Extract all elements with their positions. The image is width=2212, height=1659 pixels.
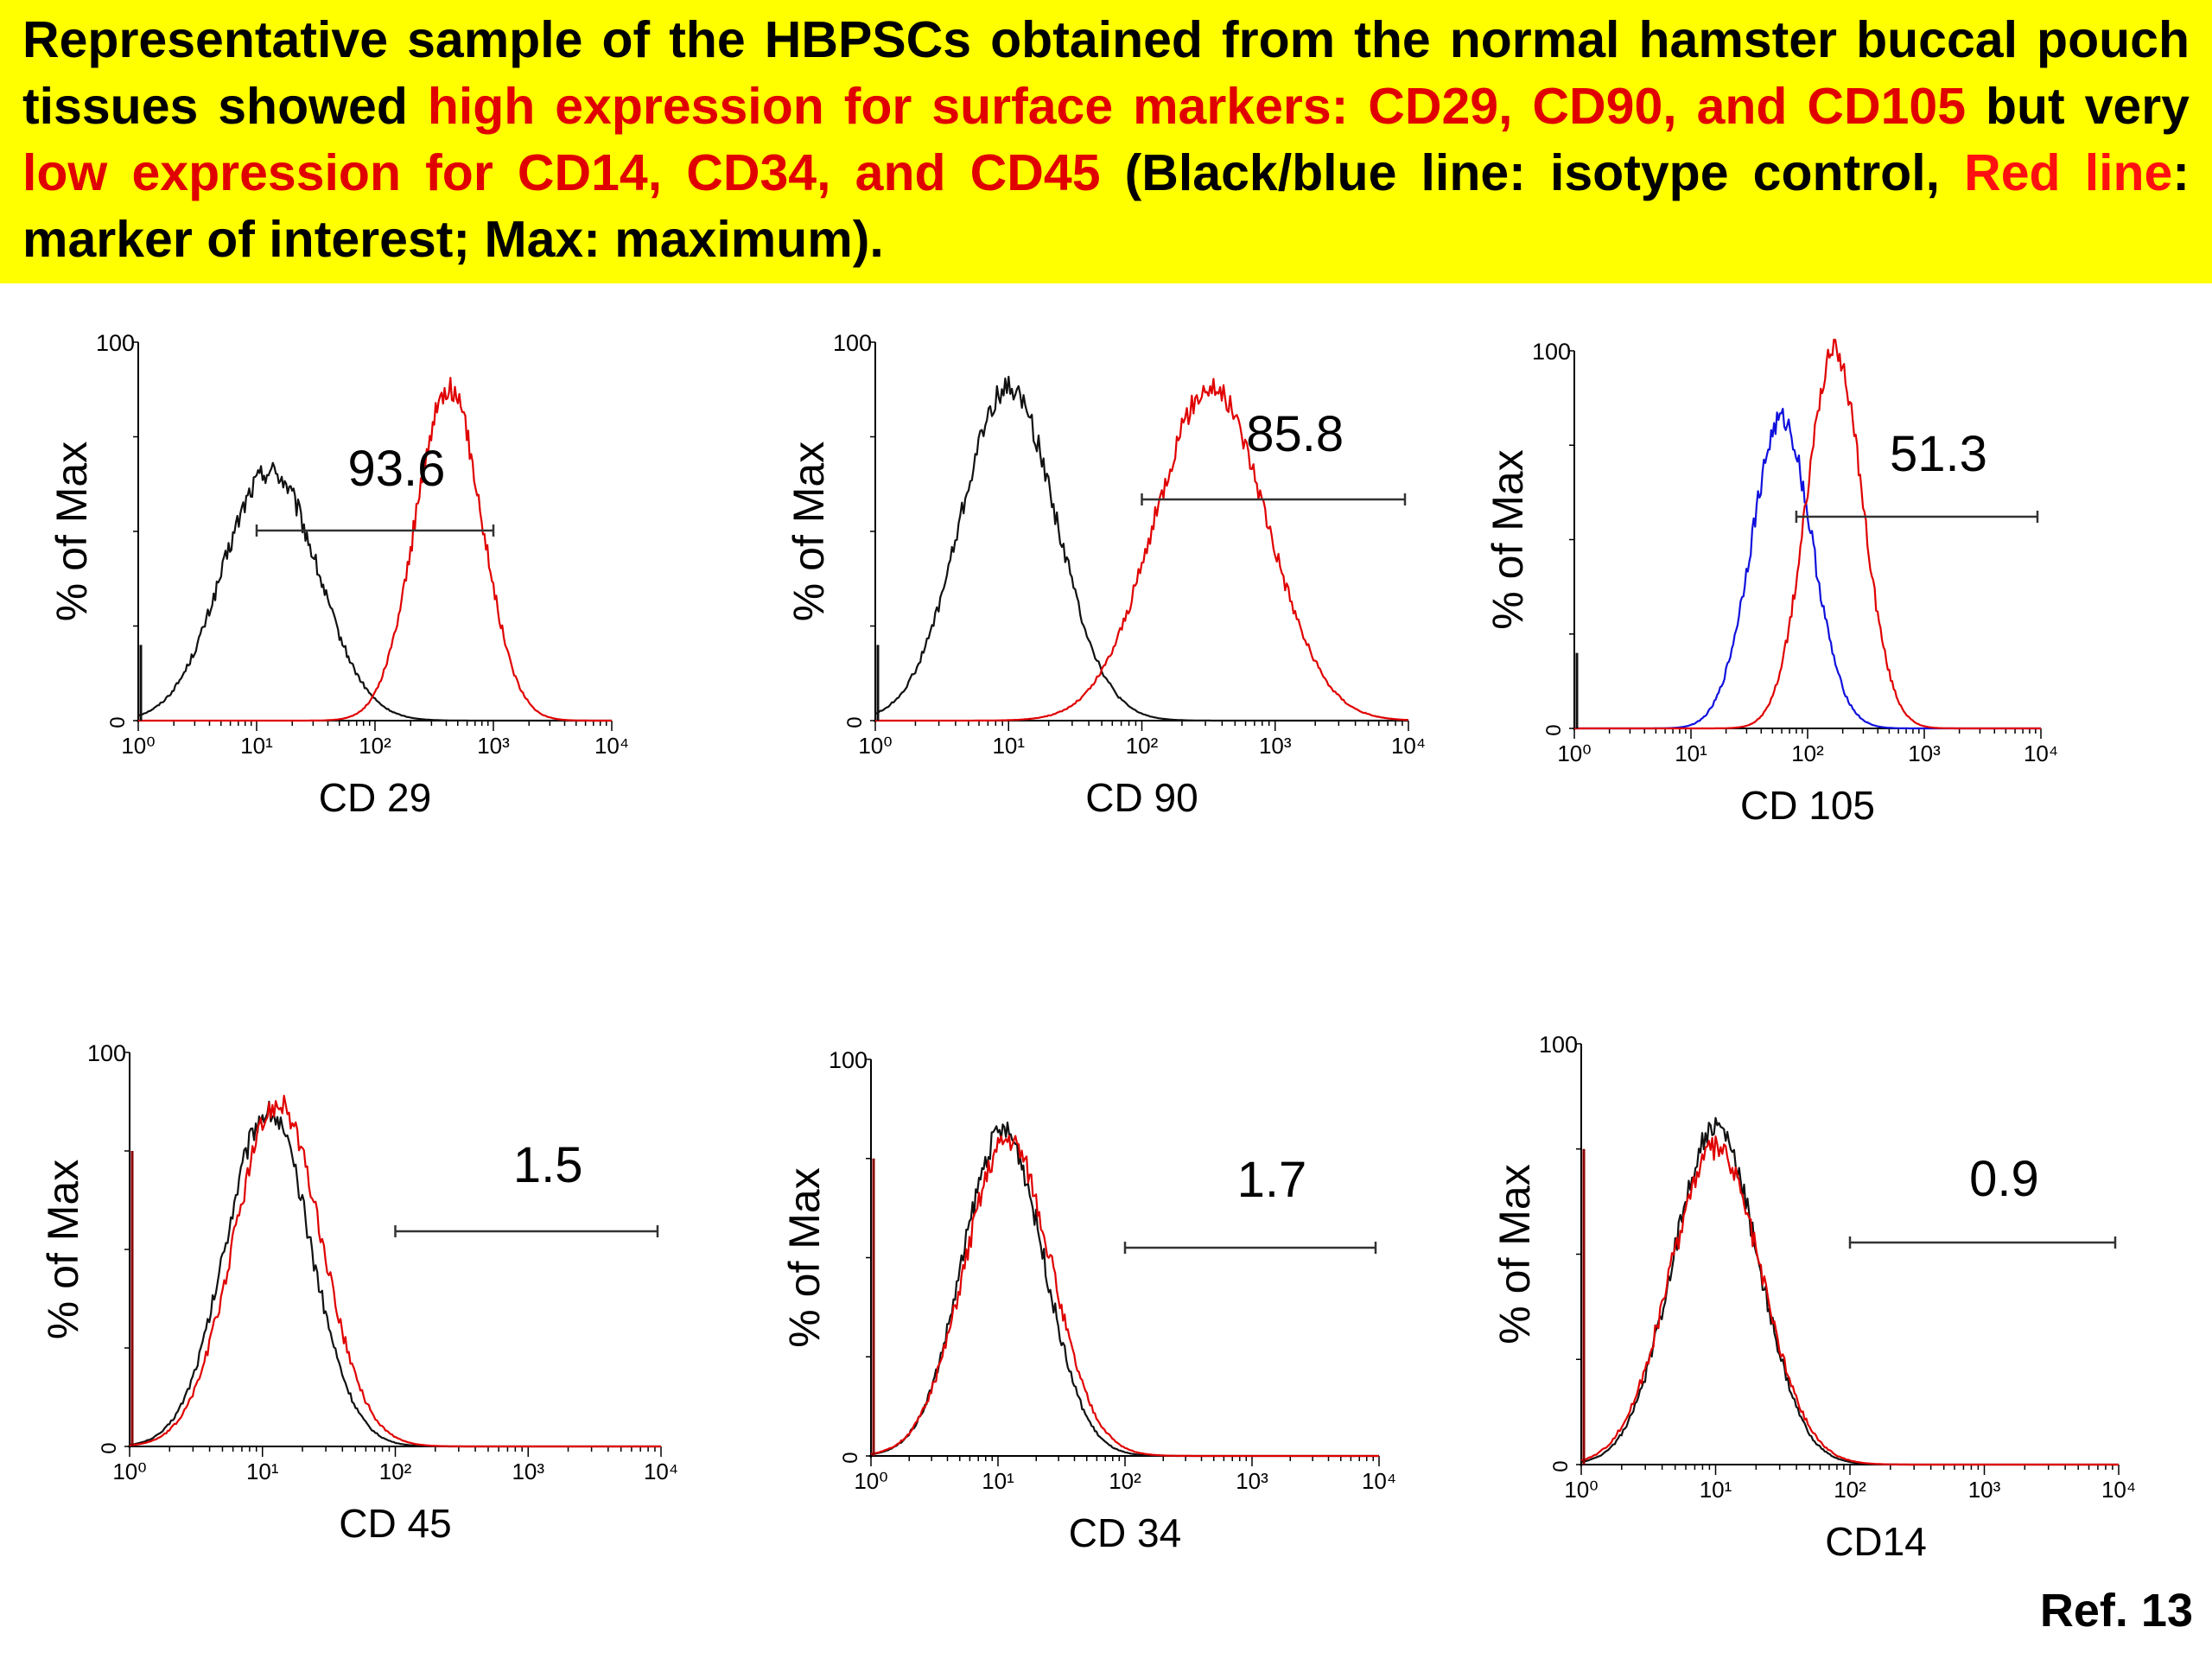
caption-text: (Black/blue line: isotype control, [1100, 144, 1965, 201]
x-tick-label: 10¹ [992, 733, 1025, 759]
x-tick-label: 10¹ [1675, 741, 1707, 766]
histogram-panel: 100 0 10⁰ 10¹ 10² 10³ 10⁴ % of Max CD 29 93.6 [48, 330, 629, 820]
y-tick-label: 0 [839, 1452, 862, 1463]
x-tick-label: 10² [1109, 1468, 1141, 1494]
marker-histogram-line [1574, 339, 2041, 730]
y-axis-label: % of Max [48, 442, 96, 621]
x-tick-label: 10⁰ [1564, 1477, 1598, 1503]
x-tick-label: 10³ [512, 1459, 544, 1484]
y-tick-label: 100 [1539, 1032, 1578, 1058]
x-axis-label: CD 45 [339, 1501, 451, 1546]
x-axis-label: CD 34 [1069, 1510, 1181, 1555]
x-tick-label: 10³ [1968, 1477, 2001, 1503]
y-axis-label: % of Max [1491, 1164, 1539, 1344]
gate-percentage-label: 1.5 [513, 1137, 583, 1193]
marker-histogram-line [138, 377, 612, 722]
y-tick-label: 100 [833, 330, 872, 356]
gate-percentage-label: 93.6 [348, 441, 446, 497]
x-tick-label: 10¹ [1700, 1477, 1732, 1503]
marker-histogram-line [129, 1095, 661, 1448]
x-tick-label: 10¹ [240, 733, 273, 759]
caption-text: : marker of interest; Max: maximum). [22, 144, 2190, 268]
x-tick-label: 10⁰ [112, 1459, 146, 1484]
x-tick-label: 10⁰ [121, 733, 155, 759]
x-tick-label: 10² [359, 733, 391, 759]
y-tick-label: 0 [843, 716, 867, 728]
x-tick-label: 10² [1126, 733, 1159, 759]
marker-histogram-line [870, 1135, 1379, 1458]
x-tick-label: 10⁴ [1391, 733, 1426, 759]
x-tick-label: 10⁴ [594, 733, 629, 759]
x-tick-label: 10⁴ [644, 1459, 678, 1484]
isotype-histogram-line [137, 461, 612, 722]
histogram-panel: 100 0 10⁰ 10¹ 10² 10³ 10⁴ % of Max CD14 0.9 [1491, 1032, 2136, 1564]
x-tick-label: 10⁴ [1362, 1468, 1396, 1494]
y-axis-label: % of Max [780, 1167, 829, 1347]
marker-histogram-line [875, 378, 1409, 722]
y-axis-label: % of Max [785, 442, 833, 621]
x-tick-label: 10³ [477, 733, 510, 759]
y-tick-label: 0 [1549, 1460, 1573, 1471]
x-tick-label: 10¹ [246, 1459, 279, 1484]
x-tick-label: 10⁴ [2101, 1477, 2136, 1503]
caption-text: but very [1966, 78, 2190, 135]
caption-low-expression: low expression for CD14, CD34, and CD45 [22, 144, 1101, 201]
histogram-panel: 100 0 10⁰ 10¹ 10² 10³ 10⁴ % of Max CD 45 1.5 [39, 1040, 678, 1546]
x-tick-label: 10¹ [982, 1468, 1014, 1494]
x-tick-label: 10⁰ [858, 733, 892, 759]
x-axis-label: CD 90 [1085, 775, 1198, 820]
gate-percentage-label: 0.9 [1969, 1151, 2039, 1207]
x-tick-label: 10² [379, 1459, 412, 1484]
caption-banner: Representative sample of the HBPSCs obta… [0, 0, 2212, 283]
caption-red-line: Red line [1964, 144, 2173, 201]
caption-text: Representative sample of the HBPSCs obta… [22, 11, 2190, 135]
x-axis-label: CD14 [1825, 1519, 1927, 1564]
y-tick-label: 100 [829, 1047, 868, 1073]
x-tick-label: 10³ [1259, 733, 1292, 759]
y-tick-label: 0 [98, 1442, 121, 1453]
histogram-panel: 100 0 10⁰ 10¹ 10² 10³ 10⁴ % of Max CD 34 1.7 [780, 1047, 1396, 1555]
reference-label: Ref. 13 [2039, 1585, 2193, 1637]
caption-high-expression: high expression for surface markers: CD2… [427, 78, 1967, 135]
isotype-histogram-line [874, 375, 1408, 722]
y-axis-label: % of Max [1484, 449, 1532, 629]
gate-percentage-label: 51.3 [1890, 426, 1987, 482]
x-axis-label: CD 29 [319, 775, 431, 820]
x-tick-label: 10⁰ [1557, 741, 1591, 766]
histogram-panel: 100 0 10⁰ 10¹ 10² 10³ 10⁴ % of Max CD 90 85.8 [785, 330, 1426, 820]
x-tick-label: 10² [1791, 741, 1824, 766]
y-tick-label: 100 [1532, 339, 1571, 365]
y-tick-label: 0 [106, 716, 130, 728]
y-tick-label: 100 [96, 330, 135, 356]
marker-histogram-line [1580, 1135, 2119, 1466]
x-tick-label: 10² [1834, 1477, 1866, 1503]
x-tick-label: 10³ [1908, 741, 1941, 766]
x-axis-label: CD 105 [1740, 783, 1875, 828]
y-tick-label: 0 [1542, 724, 1566, 735]
y-tick-label: 100 [87, 1040, 126, 1066]
y-axis-label: % of Max [39, 1160, 87, 1339]
x-tick-label: 10⁰ [854, 1468, 887, 1494]
gate-percentage-label: 1.7 [1237, 1152, 1307, 1208]
x-tick-label: 10⁴ [2024, 741, 2058, 766]
histogram-panel: 100 0 10⁰ 10¹ 10² 10³ 10⁴ % of Max CD 105 51.3 [1484, 339, 2058, 828]
gate-percentage-label: 85.8 [1246, 406, 1344, 462]
x-tick-label: 10³ [1236, 1468, 1268, 1494]
